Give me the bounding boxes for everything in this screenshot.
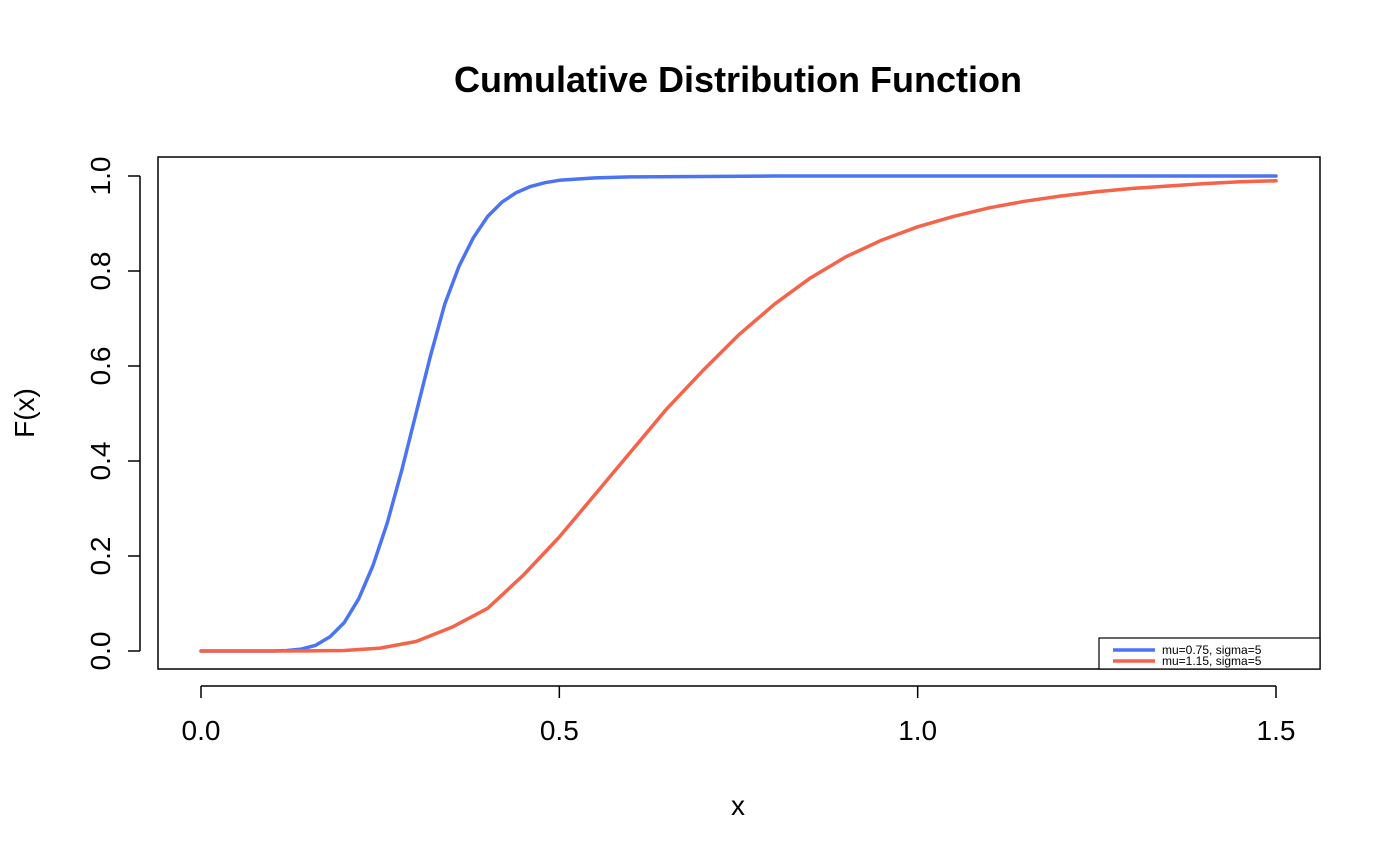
legend-label-1: mu=0.75, sigma=5 bbox=[1162, 643, 1262, 657]
series-line-2 bbox=[199, 179, 1278, 653]
x-tick-label: 0.0 bbox=[182, 715, 221, 746]
y-tick-label: 0.8 bbox=[85, 252, 116, 291]
x-axis: 0.0 0.5 1.0 1.5 bbox=[182, 685, 1296, 746]
legend-box bbox=[1098, 637, 1321, 670]
y-tick-label: 0.0 bbox=[85, 632, 116, 671]
y-tick-label: 0.4 bbox=[85, 442, 116, 481]
x-tick-label: 1.0 bbox=[898, 715, 937, 746]
y-tick-label: 1.0 bbox=[85, 157, 116, 196]
x-axis-label: x bbox=[731, 790, 745, 821]
series-layer bbox=[199, 174, 1278, 653]
chart-title: Cumulative Distribution Function bbox=[454, 59, 1022, 100]
legend: mu=0.75, sigma=5mu=1.15, sigma=5 bbox=[1098, 637, 1321, 670]
y-axis-label: F(x) bbox=[9, 388, 40, 438]
legend-label-2: mu=1.15, sigma=5 bbox=[1162, 654, 1262, 668]
plot-frame bbox=[157, 156, 1321, 670]
x-tick-label: 1.5 bbox=[1257, 715, 1296, 746]
y-axis: 0.0 0.2 0.4 0.6 0.8 1.0 bbox=[85, 157, 141, 671]
y-tick-label: 0.2 bbox=[85, 537, 116, 576]
y-tick-label: 0.6 bbox=[85, 347, 116, 386]
series-line-1 bbox=[199, 174, 1278, 653]
x-tick-label: 0.5 bbox=[540, 715, 579, 746]
